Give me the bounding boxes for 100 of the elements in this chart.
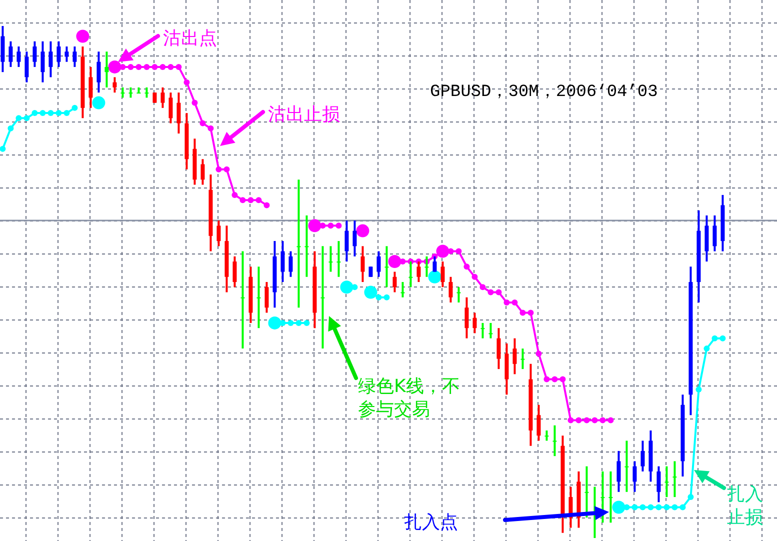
candlestick [112, 76, 117, 94]
point [128, 64, 134, 70]
candlestick [600, 470, 605, 524]
candlestick [608, 470, 613, 524]
point [640, 504, 646, 510]
candlestick [160, 86, 165, 109]
candlestick [232, 255, 237, 288]
candlestick [616, 450, 621, 493]
point [528, 310, 534, 316]
point [704, 346, 710, 352]
candlestick [544, 429, 549, 442]
point [688, 494, 694, 500]
point [304, 320, 310, 326]
candlestick [168, 92, 173, 124]
point [92, 96, 106, 110]
point [712, 335, 718, 342]
point [592, 417, 598, 424]
point [288, 320, 294, 326]
point [376, 294, 382, 300]
point [8, 125, 14, 132]
candlestick [520, 348, 525, 370]
point [568, 417, 574, 424]
point [464, 264, 470, 270]
candlestick [288, 250, 293, 278]
point [108, 60, 122, 74]
candlestick [552, 424, 557, 458]
candlestick [480, 322, 485, 340]
point [200, 120, 206, 126]
candlestick [8, 40, 13, 68]
point [152, 64, 158, 70]
candlestick [328, 245, 333, 273]
point [488, 289, 494, 296]
point [388, 255, 402, 268]
candlestick [320, 245, 325, 350]
point [436, 244, 450, 258]
point [16, 115, 22, 122]
point [364, 286, 378, 299]
point [544, 376, 550, 382]
point [144, 64, 150, 70]
point [136, 64, 142, 70]
candlestick [640, 440, 645, 472]
point [208, 125, 214, 132]
candlestick [304, 214, 309, 278]
candlestick [88, 66, 93, 109]
point [384, 294, 390, 300]
point [56, 110, 62, 116]
candlestick [176, 92, 181, 135]
candlestick [32, 40, 37, 68]
candlestick [352, 220, 357, 258]
candlestick [64, 45, 69, 63]
candlestick [96, 50, 101, 94]
candlestick [376, 250, 381, 278]
point [608, 417, 614, 424]
candlestick [256, 266, 261, 330]
point [680, 504, 686, 510]
candlestick [128, 86, 133, 99]
point [192, 100, 198, 106]
candlestick [360, 245, 365, 283]
candlestick [472, 312, 477, 334]
candlestick [536, 404, 541, 442]
candlestick [440, 260, 445, 288]
point [696, 386, 702, 393]
candlestick [584, 465, 589, 519]
point [296, 320, 302, 326]
point [648, 504, 654, 510]
text: 扎入止损 [727, 484, 763, 528]
point [232, 192, 238, 198]
candlestick [48, 40, 53, 78]
candlestick [488, 322, 493, 340]
candlestick [136, 86, 141, 94]
point [336, 222, 342, 229]
point [512, 299, 518, 306]
point [160, 64, 166, 70]
point [600, 417, 606, 424]
point [632, 504, 638, 510]
point [216, 166, 222, 172]
point [240, 197, 246, 204]
point [76, 30, 90, 43]
candlestick [624, 440, 629, 493]
candlestick [672, 460, 677, 498]
candlestick [512, 337, 517, 376]
candlestick [40, 40, 45, 84]
point [428, 270, 442, 284]
point [664, 504, 670, 510]
candlestick [496, 327, 501, 370]
point [0, 146, 6, 152]
point [268, 316, 282, 330]
candlestick [384, 245, 389, 288]
annotation: 沽出点 [163, 28, 217, 49]
point [560, 376, 566, 382]
candlestick [368, 266, 373, 278]
point [176, 64, 182, 70]
point [456, 248, 462, 254]
point [576, 417, 582, 424]
point [328, 222, 334, 229]
point [536, 350, 542, 357]
annotation: 扎入点 [404, 512, 458, 533]
point [64, 110, 70, 116]
point [472, 274, 478, 280]
candlestick [464, 296, 469, 340]
